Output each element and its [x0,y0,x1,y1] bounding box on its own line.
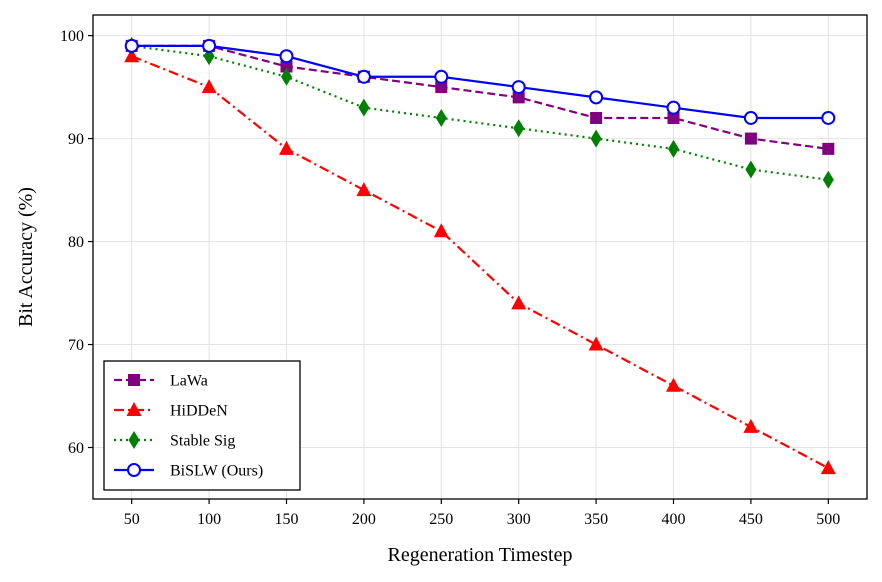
x-tick-label: 450 [739,511,763,528]
x-tick-label: 300 [507,511,531,528]
data-point [202,38,217,53]
legend-marker [128,374,140,386]
grid-lines [93,15,867,499]
data-point [279,140,294,155]
data-point [745,160,757,179]
y-tick-label: 90 [68,131,84,148]
series-hidden [124,48,836,475]
data-point [201,79,217,94]
y-tick-label: 70 [68,337,84,354]
legend-label: Stable Sig [170,433,235,450]
legend: LaWa HiDDeN Stable Sig BiSLW (Ours) [103,360,301,491]
y-tick-label: 80 [68,234,84,251]
series-layer [124,36,836,475]
y-tick-label: 60 [68,440,84,457]
data-point [822,170,834,189]
data-point [281,67,292,86]
series-bislw-ours [124,38,836,125]
data-point [435,81,448,94]
x-tick-label: 100 [197,511,221,528]
data-point [433,223,449,238]
x-tick-label: 200 [352,511,376,528]
data-point [279,49,294,64]
x-axis: 50 100 150 200 250 300 350 400 450 500 [124,499,840,528]
legend-entry: Stable Sig [114,431,235,450]
plot-frame [92,14,868,500]
data-point [280,60,293,73]
data-point [124,38,139,53]
data-point [435,108,447,127]
legend-entry: HiDDeN [114,402,228,420]
x-axis-title: Regeneration Timestep [388,544,573,566]
data-point [820,460,836,475]
data-point [124,48,140,63]
data-point [511,295,527,310]
legend-entry: BiSLW (Ours) [114,463,263,480]
data-point [668,139,679,158]
data-point [588,336,604,351]
x-tick-label: 400 [662,511,686,528]
data-point [666,100,681,115]
legend-entry: LaWa [114,373,208,390]
legend-label: BiSLW (Ours) [170,463,263,480]
data-point [434,69,449,84]
data-point [821,110,836,125]
data-point [744,132,757,145]
y-axis-title: Bit Accuracy (%) [15,187,37,327]
x-tick-label: 350 [584,511,608,528]
x-tick-label: 150 [275,511,299,528]
data-point [513,119,525,138]
legend-label: LaWa [170,373,208,390]
data-point [822,142,835,155]
data-point [743,110,758,125]
series-line [131,44,829,120]
data-point [358,98,370,117]
data-point [590,111,603,124]
series-line [131,55,829,470]
data-point [667,111,680,124]
data-point [589,90,604,105]
data-point [743,418,759,433]
y-axis: 60 70 80 90 100 [60,28,93,457]
legend-marker [128,431,140,449]
legend-marker [127,463,141,477]
x-tick-label: 50 [124,511,140,528]
data-point [356,69,371,84]
x-tick-label: 250 [429,511,453,528]
legend-label: HiDDeN [170,403,228,420]
x-tick-label: 500 [816,511,840,528]
legend-marker [126,402,142,416]
data-point [512,91,525,104]
data-point [590,129,602,148]
series-line [131,44,829,150]
data-point [666,377,681,392]
y-tick-label: 100 [60,28,84,45]
data-point [511,80,526,95]
data-point [356,182,372,197]
